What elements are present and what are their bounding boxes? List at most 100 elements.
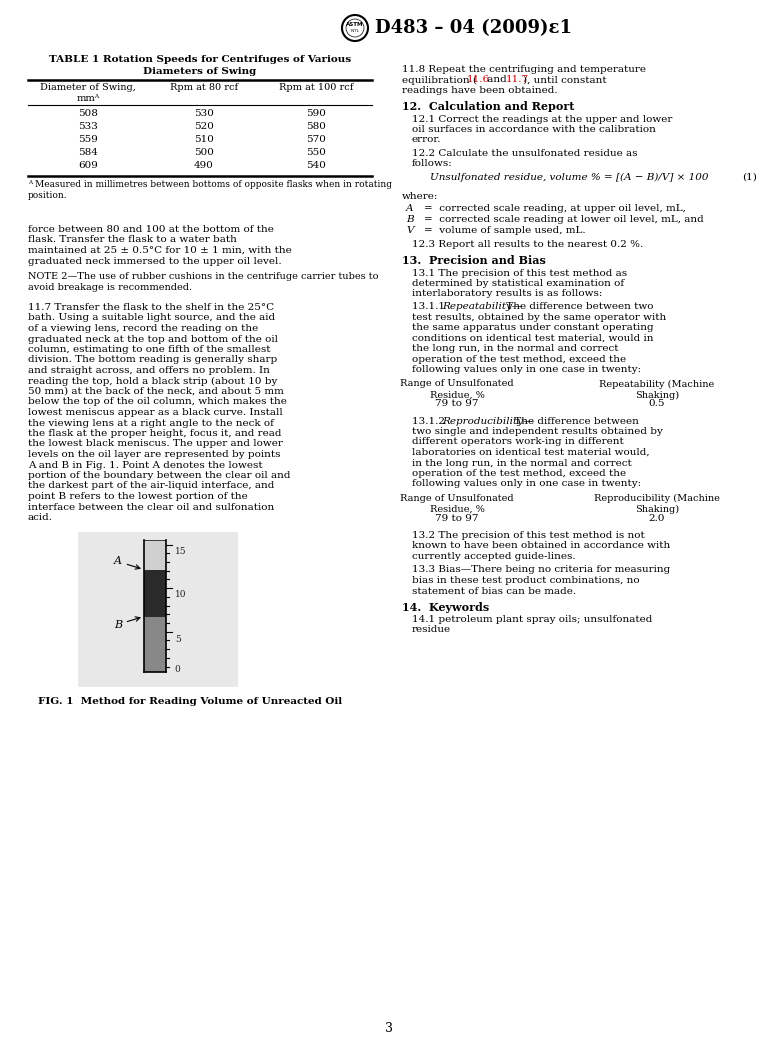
Text: flask. Transfer the flask to a water bath: flask. Transfer the flask to a water bat… [28, 235, 237, 245]
Text: B: B [406, 215, 414, 224]
Text: 550: 550 [306, 148, 326, 157]
Text: graduated neck immersed to the upper oil level.: graduated neck immersed to the upper oil… [28, 256, 282, 265]
Text: A: A [114, 557, 140, 569]
Text: the same apparatus under constant operating: the same apparatus under constant operat… [412, 323, 654, 332]
Text: interface between the clear oil and sulfonation: interface between the clear oil and sulf… [28, 503, 275, 511]
Text: currently accepted guide-lines.: currently accepted guide-lines. [412, 552, 576, 561]
Text: 500: 500 [194, 148, 214, 157]
Text: Reproducibility—: Reproducibility— [442, 416, 534, 426]
Text: the flask at the proper height, focus it, and read: the flask at the proper height, focus it… [28, 429, 282, 438]
Text: 11.8 Repeat the centrifuging and temperature: 11.8 Repeat the centrifuging and tempera… [402, 65, 646, 74]
Text: reading the top, hold a black strip (about 10 by: reading the top, hold a black strip (abo… [28, 377, 278, 385]
Text: lowest meniscus appear as a black curve. Install: lowest meniscus appear as a black curve.… [28, 408, 282, 417]
Text: 12.  Calculation and Report: 12. Calculation and Report [402, 102, 574, 112]
Text: V: V [406, 226, 413, 235]
Text: 584: 584 [78, 148, 98, 157]
Text: interlaboratory results is as follows:: interlaboratory results is as follows: [412, 289, 602, 299]
Text: graduated neck at the top and bottom of the oil: graduated neck at the top and bottom of … [28, 334, 278, 344]
Text: ᴬ Measured in millimetres between bottoms of opposite flasks when in rotating
po: ᴬ Measured in millimetres between bottom… [28, 180, 392, 200]
Text: 490: 490 [194, 161, 214, 170]
Text: in the long run, in the normal and correct: in the long run, in the normal and corre… [412, 458, 632, 467]
Text: statement of bias can be made.: statement of bias can be made. [412, 586, 576, 595]
Text: and: and [484, 76, 510, 84]
Text: 79 to 97: 79 to 97 [435, 400, 478, 408]
Text: point B refers to the lowest portion of the: point B refers to the lowest portion of … [28, 492, 247, 501]
Text: 12.3 Report all results to the nearest 0.2 %.: 12.3 Report all results to the nearest 0… [412, 240, 643, 249]
Text: the long run, in the normal and correct: the long run, in the normal and correct [412, 344, 619, 353]
Bar [144, 616, 166, 671]
Text: levels on the oil layer are represented by points: levels on the oil layer are represented … [28, 450, 281, 459]
Text: of a viewing lens, record the reading on the: of a viewing lens, record the reading on… [28, 324, 258, 333]
Text: 580: 580 [306, 122, 326, 131]
Text: force between 80 and 100 at the bottom of the: force between 80 and 100 at the bottom o… [28, 225, 274, 234]
Text: the viewing lens at a right angle to the neck of: the viewing lens at a right angle to the… [28, 418, 274, 428]
Bar [144, 539, 166, 569]
Text: 508: 508 [78, 109, 98, 118]
Text: and straight across, and offers no problem. In: and straight across, and offers no probl… [28, 366, 270, 375]
Text: error.: error. [412, 135, 441, 145]
Text: known to have been obtained in accordance with: known to have been obtained in accordanc… [412, 541, 671, 551]
Text: TABLE 1 Rotation Speeds for Centrifuges of Various
Diameters of Swing: TABLE 1 Rotation Speeds for Centrifuges … [49, 55, 351, 76]
Text: 530: 530 [194, 109, 214, 118]
Text: =  corrected scale reading, at upper oil level, mL,: = corrected scale reading, at upper oil … [424, 204, 686, 213]
Text: 11.7 Transfer the flask to the shelf in the 25°C: 11.7 Transfer the flask to the shelf in … [28, 303, 274, 312]
Text: 533: 533 [78, 122, 98, 131]
Bar [144, 569, 166, 616]
Text: operation of the test method, exceed the: operation of the test method, exceed the [412, 469, 626, 478]
Text: determined by statistical examination of: determined by statistical examination of [412, 279, 624, 288]
Text: The difference between two: The difference between two [503, 302, 654, 311]
Text: 510: 510 [194, 135, 214, 144]
Text: bias in these test product combinations, no: bias in these test product combinations,… [412, 576, 640, 585]
Text: oil surfaces in accordance with the calibration: oil surfaces in accordance with the cali… [412, 125, 656, 134]
Text: Diameter of Swing,
mmᴬ: Diameter of Swing, mmᴬ [40, 83, 136, 103]
Text: 0.5: 0.5 [649, 400, 665, 408]
Text: operation of the test method, exceed the: operation of the test method, exceed the [412, 355, 626, 363]
Text: 570: 570 [306, 135, 326, 144]
Text: A: A [406, 204, 413, 213]
Text: NOTE 2—The use of rubber cushions in the centrifuge carrier tubes to
avoid break: NOTE 2—The use of rubber cushions in the… [28, 272, 379, 293]
Text: 2.0: 2.0 [649, 514, 665, 523]
Text: Unsulfonated residue, volume % = [(A − B)/V] × 100: Unsulfonated residue, volume % = [(A − B… [430, 173, 709, 182]
Text: the lowest black meniscus. The upper and lower: the lowest black meniscus. The upper and… [28, 439, 283, 449]
Text: 559: 559 [78, 135, 98, 144]
Text: D483 – 04 (2009)ε1: D483 – 04 (2009)ε1 [375, 19, 572, 37]
Text: 13.2 The precision of this test method is not: 13.2 The precision of this test method i… [412, 531, 645, 540]
Text: 590: 590 [306, 109, 326, 118]
Text: 11.6: 11.6 [467, 76, 490, 84]
Text: Range of Unsulfonated
Residue, %: Range of Unsulfonated Residue, % [400, 380, 513, 400]
Text: 12.2 Calculate the unsulfonated residue as: 12.2 Calculate the unsulfonated residue … [412, 149, 637, 158]
Text: 0: 0 [175, 665, 180, 674]
Text: =  corrected scale reading at lower oil level, mL, and: = corrected scale reading at lower oil l… [424, 215, 704, 224]
Text: 15: 15 [175, 547, 187, 556]
Text: A and B in Fig. 1. Point A denotes the lowest: A and B in Fig. 1. Point A denotes the l… [28, 460, 263, 469]
Text: 14.  Keywords: 14. Keywords [402, 602, 489, 613]
Text: column, estimating to one fifth of the smallest: column, estimating to one fifth of the s… [28, 345, 271, 354]
Text: 10: 10 [175, 590, 186, 599]
Text: division. The bottom reading is generally sharp: division. The bottom reading is generall… [28, 355, 277, 364]
Text: residue: residue [412, 626, 451, 635]
Text: 13.1.1: 13.1.1 [412, 302, 448, 311]
Text: INTL: INTL [351, 29, 359, 33]
Text: bath. Using a suitable light source, and the aid: bath. Using a suitable light source, and… [28, 313, 275, 323]
Text: (1): (1) [742, 173, 757, 182]
Text: Reproducibility (Machine
Shaking): Reproducibility (Machine Shaking) [594, 494, 720, 514]
Text: 5: 5 [175, 635, 180, 644]
Text: following values only in one case in twenty:: following values only in one case in twe… [412, 480, 641, 488]
Text: test results, obtained by the same operator with: test results, obtained by the same opera… [412, 312, 666, 322]
Text: follows:: follows: [412, 159, 453, 169]
Text: Repeatability (Machine
Shaking): Repeatability (Machine Shaking) [599, 380, 715, 400]
Text: 540: 540 [306, 161, 326, 170]
Text: different operators work-ing in different: different operators work-ing in differen… [412, 437, 624, 447]
Text: two single and independent results obtained by: two single and independent results obtai… [412, 427, 663, 436]
Text: 13.3 Bias—There being no criteria for measuring: 13.3 Bias—There being no criteria for me… [412, 565, 671, 575]
Text: 11.7: 11.7 [506, 76, 529, 84]
Text: equilibration (: equilibration ( [402, 76, 477, 84]
Text: portion of the boundary between the clear oil and: portion of the boundary between the clea… [28, 471, 290, 480]
Text: 520: 520 [194, 122, 214, 131]
Text: Rpm at 100 rcf: Rpm at 100 rcf [279, 83, 353, 92]
Text: B: B [114, 617, 140, 630]
Text: 13.  Precision and Bias: 13. Precision and Bias [402, 255, 546, 266]
Text: laboratories on identical test material would,: laboratories on identical test material … [412, 448, 650, 457]
Text: the darkest part of the air-liquid interface, and: the darkest part of the air-liquid inter… [28, 482, 275, 490]
Text: Repeatability—: Repeatability— [442, 302, 523, 311]
